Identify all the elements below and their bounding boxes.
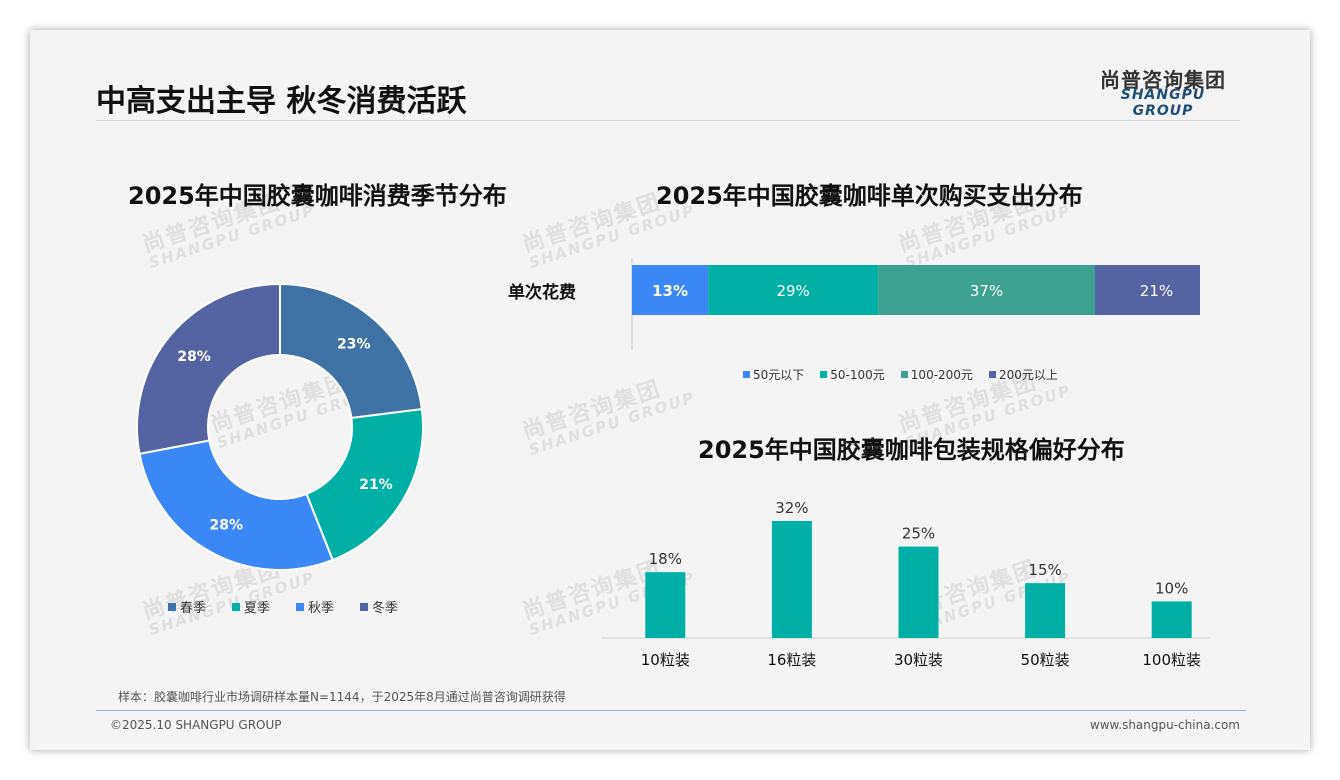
stacked-segment (1094, 265, 1200, 315)
legend-swatch (988, 371, 996, 378)
legend-label: 春季 (180, 601, 207, 616)
legend-item: 冬季 (360, 597, 398, 616)
stacked-segment (632, 265, 709, 315)
title-divider (96, 120, 1240, 121)
column-category-label: 16粒装 (767, 651, 816, 669)
watermark-en: SHANGPU GROUP (526, 388, 698, 460)
donut-data-label: 28% (177, 349, 211, 365)
legend-item: 100-200元 (900, 366, 973, 383)
stacked-chart-title: 2025年中国胶囊咖啡单次购买支出分布 (656, 182, 1083, 210)
legend-swatch (820, 371, 828, 378)
slide: 中高支出主导 秋冬消费活跃 尚普咨询集团 SHANGPU GROUP 尚普咨询集… (30, 30, 1310, 750)
footer-copyright: ©2025.10 SHANGPU GROUP (110, 718, 282, 732)
legend-label: 冬季 (372, 601, 399, 616)
column-data-label: 18% (649, 550, 682, 568)
donut-chart: 23% 21% 28% 28% (136, 282, 424, 571)
legend-item: 春季 (168, 597, 206, 616)
donut-slice (305, 407, 424, 562)
column-data-label: 25% (902, 525, 935, 543)
stacked-segment (878, 265, 1095, 315)
column-chart: 18% 10粒装 32% 16粒装 25% 30粒装 15% 50粒装 10% 100粒装 (602, 499, 1210, 669)
logo-text-en: SHANGPU GROUP (1120, 87, 1206, 119)
page-title: 中高支出主导 秋冬消费活跃 (96, 84, 467, 119)
legend-label: 50-100元 (830, 368, 885, 382)
stacked-data-label: 37% (970, 282, 1003, 300)
stacked-data-label: 29% (776, 282, 809, 300)
legend-swatch (900, 371, 908, 378)
stacked-segment (708, 265, 879, 315)
stacked-category-label: 单次花费 (508, 283, 576, 303)
donut-legend: 春季 夏季 秋季 冬季 (168, 597, 398, 616)
legend-swatch (168, 602, 176, 611)
watermark-cn: 尚普咨询集团 (519, 376, 665, 445)
legend-item: 200元以上 (988, 366, 1058, 383)
logo-text-cn: 尚普咨询集团 (1100, 68, 1226, 92)
donut-slice (279, 282, 423, 420)
legend-label: 200元以上 (998, 368, 1058, 382)
column-bar (645, 572, 686, 638)
column-chart-title: 2025年中国胶囊咖啡包装规格偏好分布 (698, 436, 1125, 464)
legend-swatch (232, 602, 241, 611)
column-category-label: 10粒装 (641, 651, 690, 669)
column-category-label: 100粒装 (1142, 651, 1201, 669)
donut-slice (136, 282, 281, 455)
donut-data-label: 21% (359, 477, 393, 493)
column-category-label: 30粒装 (894, 651, 943, 669)
column-data-label: 32% (775, 499, 808, 517)
legend-swatch (743, 371, 750, 378)
legend-swatch (360, 602, 369, 611)
legend-label: 50元以下 (753, 368, 805, 382)
footer-website[interactable]: www.shangpu-china.com (1089, 718, 1240, 732)
stacked-bar-chart: 13% 29% 37% 21% (631, 258, 1200, 350)
stacked-data-label: 21% (1140, 282, 1173, 300)
legend-item: 夏季 (232, 597, 270, 616)
stacked-legend: 50元以下 50-100元 100-200元 200元以上 (743, 366, 1074, 383)
donut-data-label: 28% (210, 518, 244, 534)
watermark: 尚普咨询集团 SHANGPU GROUP (519, 368, 698, 460)
footnote: 样本：胶囊咖啡行业市场调研样本量N=1144，于2025年8月通过尚普咨询调研获… (118, 690, 566, 704)
legend-item: 秋季 (296, 597, 334, 616)
column-bar (1025, 583, 1066, 638)
footer-divider (96, 710, 1246, 711)
legend-label: 秋季 (308, 601, 335, 616)
column-data-label: 10% (1155, 579, 1188, 597)
legend-swatch (296, 602, 305, 611)
watermark-en: SHANGPU GROUP (146, 201, 318, 273)
column-data-label: 15% (1028, 561, 1061, 579)
column-bar (898, 546, 939, 638)
legend-item: 50-100元 (820, 366, 885, 383)
stacked-data-label: 13% (652, 282, 688, 300)
donut-chart-title: 2025年中国胶囊咖啡消费季节分布 (128, 182, 507, 210)
legend-label: 夏季 (244, 601, 271, 616)
legend-item: 50元以下 (743, 366, 804, 383)
column-category-label: 50粒装 (1021, 651, 1070, 669)
donut-slice (138, 439, 334, 571)
legend-label: 100-200元 (910, 368, 973, 382)
column-bar (1151, 601, 1192, 638)
donut-data-label: 23% (337, 336, 371, 352)
column-bar (771, 520, 812, 638)
